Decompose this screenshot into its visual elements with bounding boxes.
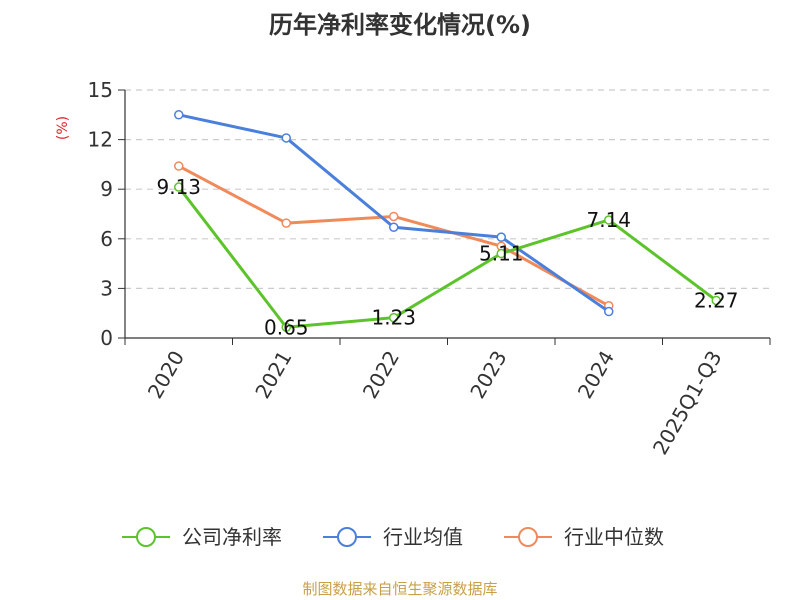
- data-label-1: 0.65: [264, 315, 309, 339]
- series-0-point-2: [389, 312, 399, 323]
- series-1-point-2: [389, 222, 399, 232]
- legend-marker-0: [136, 527, 156, 547]
- series-1-point-0: [174, 110, 184, 120]
- data-labels: 9.13 0.65 1.23 5.11 7.14 2.27: [156, 175, 738, 339]
- x-tick-label-2023: 2023: [465, 347, 511, 403]
- data-label-4: 7.14: [586, 208, 631, 232]
- y-tick-label-0: 0: [100, 326, 113, 350]
- legend-marker-2: [518, 527, 538, 547]
- data-label-2: 1.23: [371, 306, 416, 330]
- series-line-2: [178, 164, 610, 308]
- series-0-point-4: [604, 215, 614, 225]
- series-layer: [174, 110, 721, 333]
- x-tick-label-2021: 2021: [250, 347, 296, 403]
- legend: 公司净利率 行业均值 行业中位数: [122, 525, 664, 549]
- legend-label-2: 行业中位数: [564, 525, 664, 549]
- y-tick-label-6: 6: [100, 227, 113, 251]
- series-line-0: [177, 186, 718, 329]
- y-axis-label: (%): [55, 116, 71, 140]
- y-tick-label-9: 9: [100, 177, 113, 201]
- source-note: 制图数据来自恒生聚源数据库: [302, 580, 497, 598]
- series-0-point-1: [281, 322, 291, 333]
- chart-title: 历年净利率变化情况(%): [269, 11, 531, 39]
- series-0-point-5: [711, 295, 721, 306]
- grid-lines: [125, 89, 770, 289]
- axes: [118, 89, 771, 345]
- series-1-point-1: [281, 133, 291, 143]
- legend-marker-1: [337, 527, 357, 547]
- legend-label-0: 公司净利率: [182, 525, 282, 549]
- y-tick-labels: 0 3 6 9 12 15: [88, 78, 113, 350]
- data-label-3: 5.11: [479, 242, 524, 266]
- y-tick-label-3: 3: [100, 276, 113, 300]
- series-0-point-0: [174, 182, 184, 192]
- x-tick-label-2022: 2022: [358, 347, 404, 403]
- series-2-point-0: [174, 161, 184, 171]
- series-1-point-4: [604, 306, 614, 317]
- x-tick-label-2024: 2024: [573, 347, 619, 403]
- series-2-point-1: [281, 218, 291, 228]
- y-tick-label-15: 15: [88, 78, 113, 102]
- series-2-point-2: [389, 211, 399, 222]
- legend-label-1: 行业均值: [383, 525, 463, 549]
- y-tick-label-12: 12: [88, 128, 113, 152]
- series-0-point-3: [496, 248, 506, 259]
- x-tick-label-2025Q1-Q3: 2025Q1-Q3: [648, 347, 727, 459]
- data-label-0: 9.13: [156, 175, 201, 199]
- x-tick-labels: 2020 2021 2022 2023 2024 2025Q1-Q3: [143, 347, 727, 459]
- series-1-point-3: [496, 232, 506, 242]
- data-label-5: 2.27: [694, 288, 739, 312]
- x-tick-label-2020: 2020: [143, 347, 189, 403]
